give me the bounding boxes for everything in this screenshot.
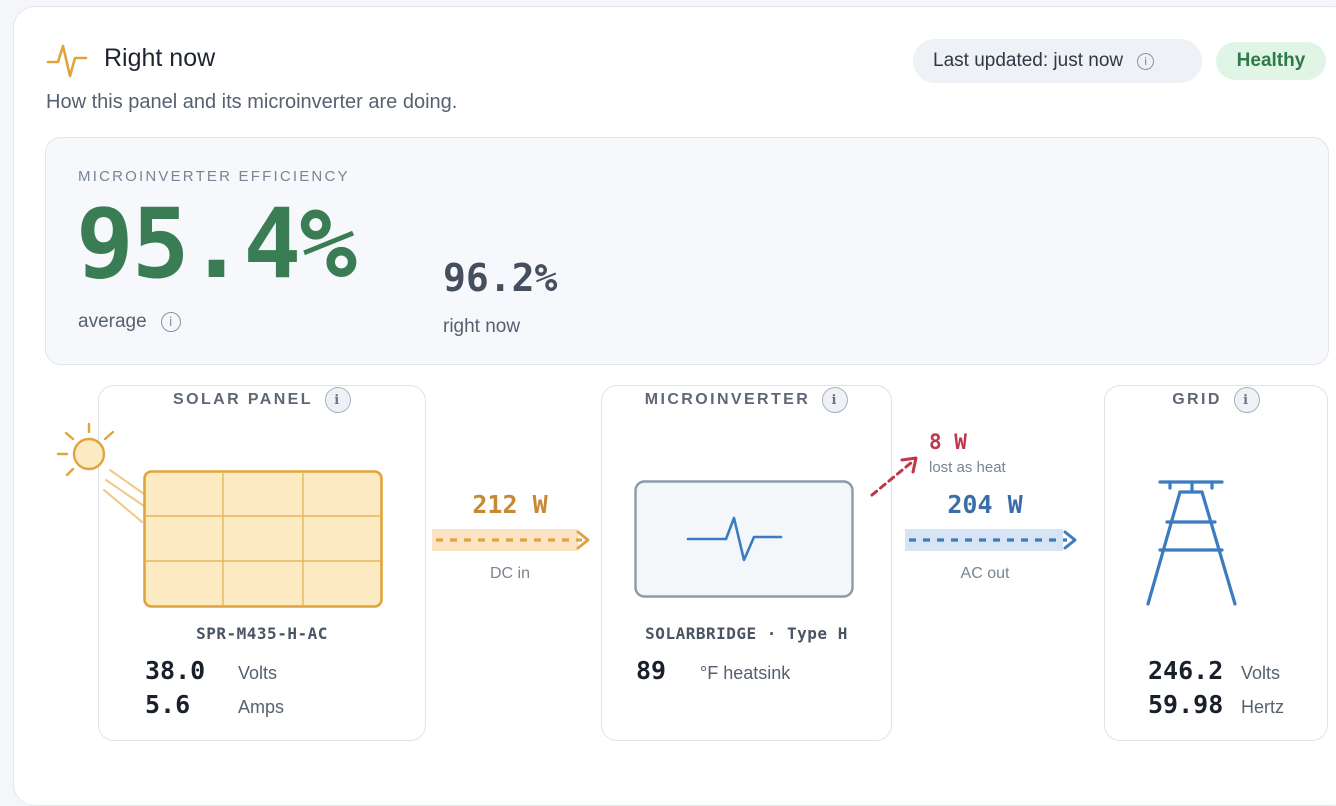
solar-panel-graphic xyxy=(143,470,383,608)
grid-volts-value: 246.2 xyxy=(1148,656,1224,685)
last-updated-text: Last updated: just now xyxy=(933,50,1124,71)
current-efficiency-label: right now xyxy=(443,316,521,337)
info-icon[interactable]: i xyxy=(1233,387,1260,413)
solar-panel-model: SPR-M435-H-AC xyxy=(196,624,328,643)
ac-flow-arrow xyxy=(905,529,1077,551)
status-badge: Healthy xyxy=(1216,42,1326,80)
heat-loss-arrow xyxy=(870,456,918,497)
grid-hertz-value: 59.98 xyxy=(1148,690,1224,719)
dc-flow-label: DC in xyxy=(489,565,530,582)
heatsink-temp-value: 89 xyxy=(636,656,667,685)
sun-icon xyxy=(56,422,115,477)
grid-card: GRID i xyxy=(1104,385,1328,741)
average-label: average xyxy=(78,311,147,332)
heatsink-temp-unit: °F heatsink xyxy=(700,663,791,683)
grid-title: GRID xyxy=(1172,391,1222,408)
dc-flow-value: 212 W xyxy=(472,490,548,519)
dc-flow-arrow xyxy=(432,529,590,551)
solar-panel-header: SOLAR PANEL i xyxy=(99,385,425,415)
info-icon[interactable]: i xyxy=(324,387,351,413)
last-updated-badge: Last updated: just now i xyxy=(913,39,1202,83)
heat-loss-value: 8 W xyxy=(929,430,967,454)
solar-volts-value: 38.0 xyxy=(145,656,206,685)
heat-loss-label: lost as heat xyxy=(929,459,1006,476)
sunlight-rays xyxy=(103,469,145,523)
ac-flow-value: 204 W xyxy=(947,490,1023,519)
solar-panel-title: SOLAR PANEL xyxy=(173,391,313,408)
ac-flow-label: AC out xyxy=(960,565,1010,582)
page-title: Right now xyxy=(104,44,216,72)
grid-hertz-unit: Hertz xyxy=(1241,697,1285,717)
microinverter-title: MICROINVERTER xyxy=(644,391,811,408)
microinverter-model: SOLARBRIDGE · Type H xyxy=(645,624,848,643)
info-icon[interactable]: i xyxy=(1137,52,1155,70)
transmission-tower-icon xyxy=(1146,480,1237,606)
efficiency-label: MICROINVERTER EFFICIENCY xyxy=(78,168,350,185)
grid-volts-unit: Volts xyxy=(1241,663,1281,683)
page-subtitle: How this panel and its microinverter are… xyxy=(46,91,458,113)
average-efficiency-value: 95.4% xyxy=(76,188,357,300)
average-label-row: average i xyxy=(78,311,181,333)
solar-amps-unit: Amps xyxy=(238,697,285,717)
solar-volts-unit: Volts xyxy=(238,663,278,683)
current-efficiency-value: 96.2% xyxy=(443,256,558,300)
waveform-icon xyxy=(634,480,854,598)
solar-amps-value: 5.6 xyxy=(145,690,191,719)
info-icon[interactable]: i xyxy=(822,387,849,413)
pulse-icon xyxy=(46,44,88,78)
grid-header: GRID i xyxy=(1105,385,1327,415)
efficiency-panel xyxy=(45,137,1329,365)
microinverter-header: MICROINVERTER i xyxy=(602,385,891,415)
info-icon[interactable]: i xyxy=(160,312,181,332)
